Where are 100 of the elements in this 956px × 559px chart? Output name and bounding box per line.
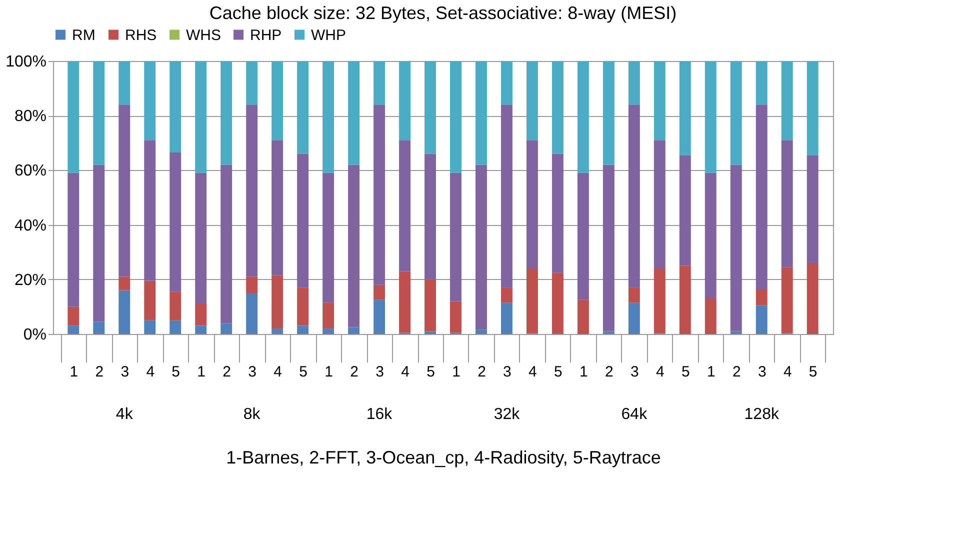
bar (476, 61, 487, 165)
bar (654, 61, 666, 140)
bar (756, 288, 768, 306)
bar (399, 61, 410, 140)
x-tick-label: 1 (452, 364, 460, 380)
bar (602, 61, 614, 165)
x-tick-label: 4 (783, 364, 792, 380)
bar (781, 140, 793, 268)
bar (628, 61, 640, 105)
x-tick-label: 3 (758, 364, 766, 380)
x-tick-label: 1 (324, 364, 333, 380)
bar (297, 61, 309, 154)
bar (195, 326, 207, 334)
x-tick-label: 5 (426, 364, 435, 380)
text: 32k (494, 406, 521, 423)
bar (526, 61, 538, 140)
bar (628, 288, 640, 303)
x-tick-label: 2 (478, 364, 486, 380)
y-tick-label: 40% (14, 217, 46, 234)
bar (450, 61, 462, 173)
bar (781, 61, 793, 140)
bar (68, 326, 80, 334)
bar (756, 104, 768, 289)
bar (348, 164, 360, 328)
bar (246, 61, 258, 105)
bar (220, 164, 232, 324)
bar (170, 152, 182, 292)
bar (552, 272, 564, 334)
x-tick-label: 5 (172, 364, 180, 380)
bar (500, 104, 512, 288)
bar (93, 322, 105, 334)
text: 8k (243, 406, 262, 423)
bar (756, 305, 768, 334)
x-tick-label: 3 (120, 364, 130, 380)
legend-label: WHS (186, 26, 221, 44)
bar (297, 288, 309, 326)
legend-label: RHP (250, 26, 282, 44)
bar (654, 268, 666, 334)
bar (272, 275, 284, 329)
bar (500, 61, 512, 105)
legend-label: WHP (311, 26, 346, 44)
x-tick-label: 2 (605, 364, 614, 380)
x-tick-label: 4 (274, 364, 282, 380)
x-tick-label: 2 (222, 364, 232, 380)
x-tick-label: 4 (401, 364, 410, 380)
bar (628, 104, 640, 288)
bar (220, 323, 232, 334)
bar (704, 172, 716, 299)
bar (68, 172, 80, 307)
bar (272, 140, 284, 276)
text: 64k (621, 406, 648, 423)
bar (424, 279, 436, 332)
bar (679, 266, 691, 334)
bar (297, 154, 309, 288)
x-axis-title: 1-Barnes, 2-FFT, 3-Ocean_cp, 4-Radiosity, 5-Raytrace (226, 448, 661, 468)
bar (195, 61, 207, 173)
y-tick-label: 0% (23, 326, 46, 344)
bar (374, 61, 386, 105)
bar (348, 61, 360, 165)
x-tick-label: 1 (580, 364, 588, 380)
bar (144, 61, 156, 140)
bar (704, 298, 716, 334)
bar (297, 326, 309, 334)
x-tick-label: 5 (681, 364, 690, 380)
bar (399, 140, 410, 272)
bar (526, 140, 538, 268)
bar (118, 104, 130, 277)
x-tick-label: 5 (554, 364, 562, 380)
bar (220, 61, 232, 165)
bar (526, 268, 538, 334)
bar (144, 280, 156, 320)
bar (756, 61, 768, 105)
x-tick-label: 5 (808, 364, 818, 380)
bar (730, 164, 742, 332)
bar (68, 306, 80, 326)
bar (144, 320, 156, 334)
x-tick-label: 3 (630, 364, 639, 380)
bar (272, 61, 284, 140)
bar (195, 304, 207, 326)
bar (679, 155, 691, 266)
bar (399, 271, 410, 333)
bar (246, 276, 258, 294)
bar (500, 288, 512, 303)
bar (628, 302, 640, 334)
bar (170, 61, 182, 152)
bar (806, 155, 818, 264)
bar (552, 61, 564, 154)
bar (195, 172, 207, 304)
y-tick-label: 80% (14, 108, 46, 126)
bar (374, 300, 386, 334)
bar (476, 164, 487, 330)
legend-label: RHS (125, 26, 157, 44)
bar (577, 172, 589, 300)
bar (272, 328, 284, 334)
bar (577, 300, 589, 334)
bar (424, 61, 436, 154)
bar (118, 61, 130, 105)
bar (679, 61, 691, 156)
x-tick-label: 5 (299, 364, 308, 380)
bar (424, 331, 436, 334)
